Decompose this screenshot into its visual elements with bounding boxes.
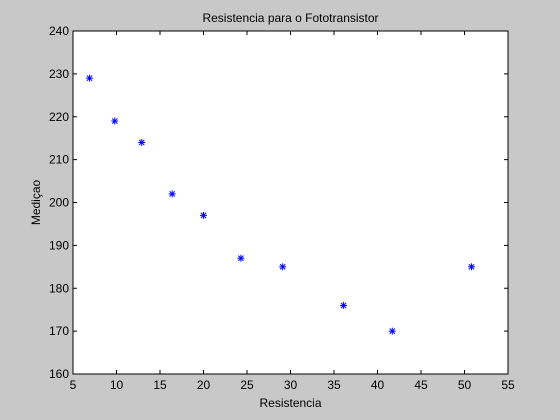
x-tick-label: 50 [458,378,472,392]
data-point [388,327,396,335]
x-tick-label: 35 [327,378,341,392]
x-tick-label: 30 [284,378,298,392]
y-tick-label: 160 [49,367,69,381]
axis-ticks [72,30,509,375]
x-tick-label: 5 [70,378,77,392]
data-point [138,138,146,146]
y-tick-label: 180 [49,281,69,295]
y-tick-label: 170 [49,324,69,338]
y-tick-label: 190 [49,238,69,252]
chart-title: Resistencia para o Fototransistor [202,11,378,25]
y-tick-label: 200 [49,196,69,210]
data-point [340,301,348,309]
data-point [111,117,119,125]
y-tick-labels: 160 170 180 190 200 210 220 230 240 [49,24,69,381]
y-axis-label: Mediçao [29,179,43,225]
y-tick-label: 230 [49,67,69,81]
x-axis-label: Resistencia [259,396,321,410]
data-point [200,211,207,219]
data-point [237,254,245,262]
x-tick-labels: 5 10 15 20 25 30 35 40 45 50 55 [70,378,515,392]
data-points [86,74,475,335]
x-tick-label: 20 [197,378,211,392]
x-tick-label: 10 [110,378,124,392]
data-point [168,190,176,198]
x-tick-label: 45 [414,378,428,392]
x-tick-label: 25 [240,378,254,392]
data-point [467,263,475,271]
x-tick-label: 55 [501,378,515,392]
data-point [86,74,94,82]
x-tick-label: 40 [371,378,385,392]
y-tick-label: 210 [49,153,69,167]
plot-area [72,30,509,375]
x-tick-label: 15 [153,378,167,392]
data-point [279,263,287,271]
y-tick-label: 240 [49,24,69,38]
y-tick-label: 220 [49,110,69,124]
